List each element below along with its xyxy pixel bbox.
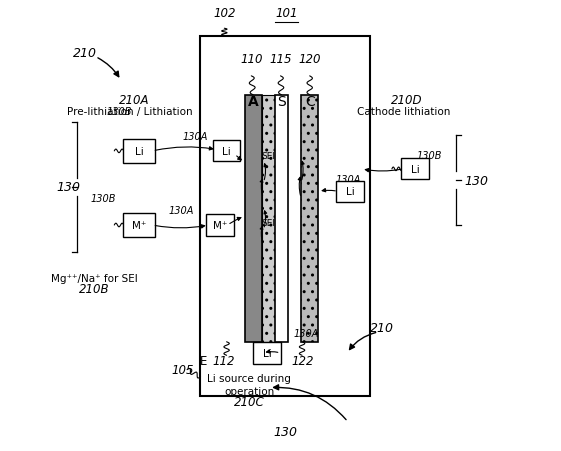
Bar [245, 96, 261, 342]
Text: 102: 102 [213, 7, 236, 20]
Text: E: E [200, 354, 207, 368]
Text: 130B: 130B [416, 151, 442, 161]
Text: 130B: 130B [107, 107, 132, 117]
Text: 130A: 130A [335, 174, 361, 184]
FancyBboxPatch shape [200, 37, 370, 396]
Text: 130A: 130A [182, 132, 208, 142]
Text: SEI: SEI [261, 219, 275, 228]
Text: 130B: 130B [90, 194, 116, 204]
FancyBboxPatch shape [402, 159, 429, 180]
Text: Li: Li [411, 165, 420, 175]
Text: Li: Li [222, 147, 231, 156]
FancyBboxPatch shape [213, 141, 241, 162]
Text: M⁺: M⁺ [132, 221, 146, 230]
Text: Cathode lithiation: Cathode lithiation [357, 107, 450, 117]
Text: 210B: 210B [79, 282, 109, 295]
Bar [261, 96, 275, 342]
Text: 120: 120 [298, 52, 321, 65]
Text: 112: 112 [213, 354, 235, 368]
Text: 122: 122 [292, 354, 314, 368]
Text: 130A: 130A [293, 328, 319, 338]
Text: 130A: 130A [169, 206, 194, 216]
Text: operation: operation [224, 386, 274, 396]
Text: 130: 130 [57, 181, 80, 194]
Text: 210: 210 [73, 46, 97, 60]
Text: SEI: SEI [261, 152, 275, 161]
Text: A: A [248, 95, 259, 109]
Text: Li: Li [346, 187, 355, 197]
Text: Li: Li [135, 147, 144, 156]
Text: Pre-lithiation / Lithiation: Pre-lithiation / Lithiation [67, 107, 193, 117]
Text: Li source during: Li source during [207, 373, 291, 383]
Text: 130: 130 [464, 174, 488, 187]
Text: C: C [305, 95, 315, 109]
Text: 105: 105 [171, 364, 194, 376]
Bar [275, 96, 288, 342]
Bar [301, 96, 318, 342]
FancyBboxPatch shape [123, 213, 155, 238]
Text: 101: 101 [275, 7, 297, 20]
FancyBboxPatch shape [206, 215, 234, 236]
FancyBboxPatch shape [253, 343, 281, 364]
Text: 210: 210 [370, 321, 394, 334]
Text: Mg⁺⁺/Na⁺ for SEI: Mg⁺⁺/Na⁺ for SEI [50, 274, 137, 284]
Text: 110: 110 [240, 52, 263, 65]
Text: 130: 130 [273, 425, 297, 438]
Text: 210A: 210A [119, 94, 150, 107]
Text: M⁺: M⁺ [213, 221, 227, 230]
Text: 115: 115 [269, 52, 292, 65]
Text: 210C: 210C [234, 396, 264, 408]
Text: 210D: 210D [390, 94, 422, 107]
Text: Li: Li [263, 348, 272, 358]
Text: S: S [277, 95, 286, 109]
FancyBboxPatch shape [336, 181, 364, 202]
FancyBboxPatch shape [123, 139, 155, 164]
